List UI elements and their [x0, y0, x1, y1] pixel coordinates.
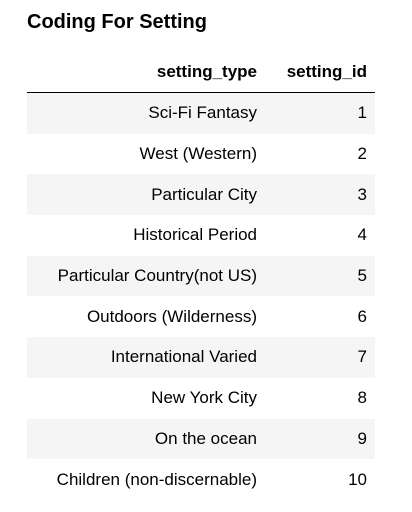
setting-id-cell: 8 [357, 388, 367, 408]
setting-id-cell: 3 [357, 184, 367, 204]
setting-id-cell: 4 [357, 225, 367, 245]
setting-type-cell: West (Western) [139, 144, 257, 164]
setting-type-cell: Sci-Fi Fantasy [148, 103, 257, 123]
table-row: Sci-Fi Fantasy 1 [27, 92, 375, 134]
setting-type-cell: Children (non-discernable) [56, 469, 257, 489]
table-row: Children (non-discernable) 10 [27, 459, 375, 500]
setting-type-cell: Particular City [151, 184, 257, 204]
table-row: Particular Country(not US) 5 [27, 255, 375, 297]
setting-id-cell: 1 [357, 103, 367, 123]
column-header-setting-type: setting_type [27, 52, 265, 93]
table-row: On the ocean 9 [27, 418, 375, 460]
table-header-row: setting_type setting_id [27, 52, 375, 93]
setting-type-cell: International Varied [110, 347, 257, 367]
column-header-setting-id: setting_id [265, 52, 375, 93]
setting-id-cell: 5 [357, 266, 367, 286]
page-title: Coding For Setting [27, 11, 207, 33]
table-row: West (Western) 2 [27, 134, 375, 175]
table-row: Outdoors (Wilderness) 6 [27, 296, 375, 337]
table-row: International Varied 7 [27, 337, 375, 378]
setting-type-cell: New York City [151, 388, 257, 408]
setting-type-cell: Particular Country(not US) [57, 266, 257, 286]
setting-id-cell: 7 [357, 347, 367, 367]
table-row: New York City 8 [27, 378, 375, 419]
setting-coding-table: setting_type setting_id Sci-Fi Fantasy 1… [27, 52, 375, 500]
setting-id-cell: 2 [357, 144, 367, 164]
table-row: Historical Period 4 [27, 215, 375, 256]
setting-id-cell: 10 [348, 469, 367, 489]
setting-id-cell: 6 [357, 306, 367, 326]
setting-type-cell: Outdoors (Wilderness) [86, 306, 257, 326]
table-row: Particular City 3 [27, 174, 375, 216]
setting-type-cell: On the ocean [154, 428, 257, 448]
setting-type-cell: Historical Period [133, 225, 257, 245]
setting-id-cell: 9 [357, 428, 367, 448]
